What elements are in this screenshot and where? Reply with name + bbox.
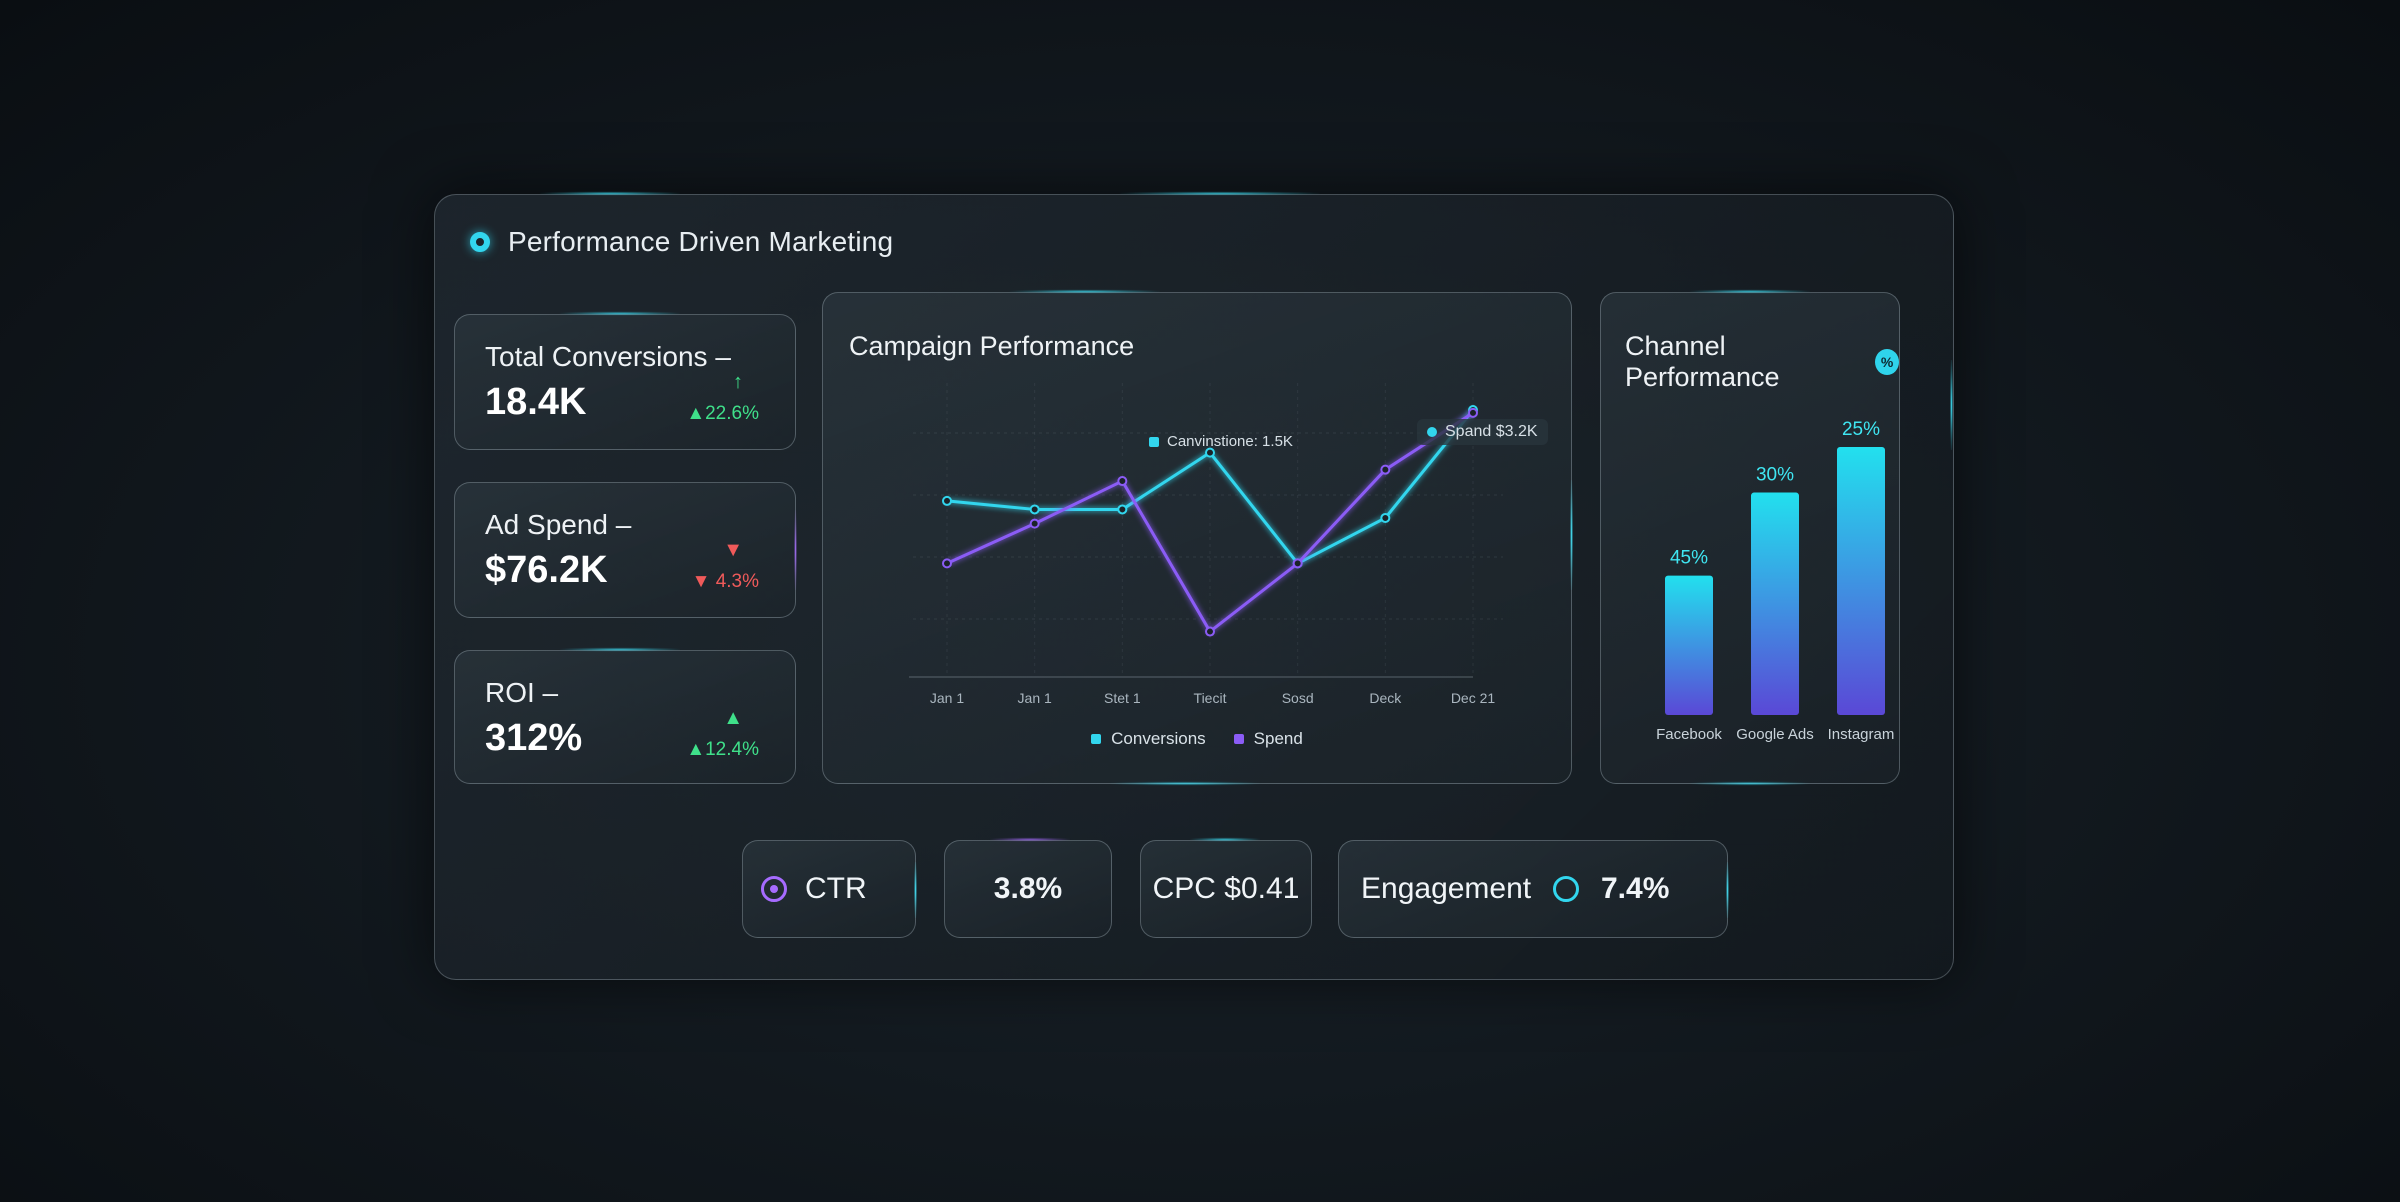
metric-cpc[interactable]: CPC $0.41	[1140, 840, 1312, 938]
data-point-conversions[interactable]	[1380, 512, 1391, 523]
x-tick-label: Jan 1	[930, 690, 964, 706]
panel-side-glow	[1950, 360, 1953, 450]
legend-label: Conversions	[1111, 729, 1206, 748]
kpi-value: 18.4K	[485, 381, 587, 423]
chart-legend: Conversions Spend	[823, 729, 1571, 749]
panel-top-glow-left	[540, 192, 680, 195]
data-point-spend[interactable]	[1292, 558, 1303, 569]
metric-ctr-content: CTR	[761, 841, 867, 937]
x-tick-label: Deck	[1369, 690, 1402, 706]
channel-title-row: Channel Performance %	[1625, 331, 1899, 393]
triangle-up-icon: ▲	[723, 707, 743, 729]
chart-title: Channel Performance	[1625, 331, 1780, 392]
kpi-card-ad-spend[interactable]: Ad Spend – $76.2K ▼ ▼ 4.3%	[454, 482, 796, 618]
kpi-value: 312%	[485, 717, 583, 759]
campaign-line-chart: Jan 1 Jan 1 Stet 1 Tiecit Sosd Deck Dec 21	[909, 383, 1503, 706]
data-point-spend[interactable]	[1468, 407, 1478, 418]
campaign-performance-card: Campaign Performance Jan 1 Jan 1 Stet 1 Tie…	[822, 292, 1572, 784]
tooltip-swatch	[1149, 436, 1159, 447]
metric-value: CPC $0.41	[1152, 872, 1300, 905]
kpi-delta: ▼ 4.3%	[691, 571, 759, 592]
tooltip-conversions: Canvinstione: 1.5K	[1149, 433, 1293, 450]
metric-label: CTR	[805, 872, 867, 905]
data-point-spend[interactable]	[1380, 464, 1391, 475]
data-point-conversions[interactable]	[1029, 504, 1040, 515]
metric-value: 3.8%	[993, 872, 1063, 905]
x-tick-label: Tiecit	[1194, 690, 1227, 706]
x-tick-label: Sosd	[1282, 690, 1314, 706]
arrow-up-icon: ↑	[733, 371, 743, 393]
bar-facebook[interactable]	[1665, 575, 1713, 715]
tooltip-swatch	[1427, 427, 1437, 437]
card-glow	[560, 648, 680, 651]
card-glow	[560, 312, 680, 315]
channel-bar-chart: 45% Facebook 30% Google Ads 25% Instagram	[1656, 419, 1895, 743]
card-glow	[794, 510, 797, 590]
legend-swatch	[1233, 734, 1244, 744]
bar-google-ads[interactable]	[1751, 492, 1799, 715]
bar-instagram[interactable]	[1837, 447, 1885, 715]
chart-title: Campaign Performance	[849, 331, 1135, 361]
bar-category-label: Instagram	[1828, 726, 1895, 743]
percent-icon: %	[1875, 349, 1899, 375]
bar-value-label: 30%	[1756, 465, 1794, 486]
card-glow	[1010, 290, 1160, 293]
status-dot-icon	[470, 232, 490, 252]
kpi-label: Ad Spend –	[485, 509, 632, 540]
metric-value: 7.4%	[1601, 872, 1670, 905]
data-point-spend[interactable]	[1205, 626, 1215, 637]
kpi-label: Total Conversions –	[485, 341, 731, 372]
kpi-value: $76.2K	[485, 549, 608, 591]
legend-item-conversions[interactable]: Conversions	[1091, 729, 1206, 749]
tooltip-conversions-text: Canvinstione: 1.5K	[1167, 433, 1293, 450]
data-point-conversions[interactable]	[1205, 447, 1215, 458]
legend-label: Spend	[1253, 729, 1303, 748]
triangle-down-icon: ▼	[723, 539, 743, 561]
tooltip-spend-text: Spand $3.2K	[1445, 423, 1538, 440]
legend-swatch	[1091, 734, 1102, 744]
card-glow	[1570, 480, 1573, 590]
card-glow	[1690, 782, 1810, 785]
bar-value-label: 25%	[1842, 419, 1880, 440]
page-title: Performance Driven Marketing	[508, 226, 894, 257]
x-tick-label: Jan 1	[1018, 690, 1052, 706]
data-point-conversions[interactable]	[942, 495, 952, 506]
target-icon	[761, 876, 787, 902]
data-point-spend[interactable]	[1029, 518, 1040, 529]
metric-engagement[interactable]: Engagement 7.4%	[1338, 840, 1728, 938]
data-point-spend[interactable]	[942, 558, 952, 569]
kpi-card-roi[interactable]: ROI – 312% ▲ ▲12.4%	[454, 650, 796, 784]
tooltip-spend: Spand $3.2K	[1417, 419, 1548, 445]
pill-glow	[990, 838, 1070, 841]
kpi-card-total-conversions[interactable]: Total Conversions – 18.4K ↑ ▲22.6%	[454, 314, 796, 450]
metric-ctr[interactable]: CTR	[742, 840, 916, 938]
pill-glow	[1726, 862, 1729, 918]
pill-glow	[914, 862, 917, 918]
card-glow	[1690, 290, 1810, 293]
ring-icon	[1553, 876, 1579, 902]
kpi-delta: ▲22.6%	[686, 403, 759, 424]
x-tick-label: Stet 1	[1104, 690, 1141, 706]
metric-label: Engagement	[1361, 872, 1532, 905]
channel-performance-card: Channel Performance % 45% Facebook 30% Goog…	[1600, 292, 1900, 784]
legend-item-spend[interactable]: Spend	[1233, 729, 1303, 749]
bar-category-label: Facebook	[1656, 726, 1722, 743]
pill-glow	[1190, 838, 1260, 841]
bar-value-label: 45%	[1670, 548, 1708, 569]
card-glow	[1110, 782, 1260, 785]
panel-top-glow	[1120, 192, 1320, 195]
metric-ctr-value[interactable]: 3.8%	[944, 840, 1112, 938]
kpi-delta: ▲12.4%	[686, 739, 759, 760]
x-tick-label: Dec 21	[1451, 690, 1496, 706]
metric-engagement-value-group: 7.4%	[1553, 841, 1669, 937]
bar-category-label: Google Ads	[1736, 726, 1814, 743]
panel-header: Performance Driven Marketing	[470, 226, 893, 258]
data-point-spend[interactable]	[1117, 476, 1128, 487]
data-point-conversions[interactable]	[1117, 504, 1128, 515]
kpi-label: ROI –	[485, 677, 559, 708]
